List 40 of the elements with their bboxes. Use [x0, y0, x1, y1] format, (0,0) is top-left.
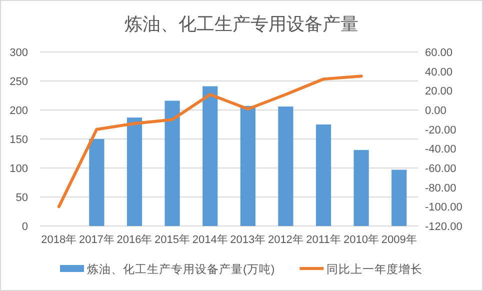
y2-tick-label: -60.00: [425, 163, 456, 175]
chart-title: 炼油、化工生产专用设备产量: [124, 14, 358, 34]
y2-tick-label: 0.00: [425, 105, 446, 117]
y2-tick-label: 60.00: [425, 47, 453, 59]
y-tick-label: 250: [10, 76, 28, 88]
y-tick-label: 0: [22, 221, 28, 233]
y2-tick-label: -20.00: [425, 124, 456, 136]
y2-tick-label: 40.00: [425, 66, 453, 78]
x-tick-label: 2010年: [344, 234, 380, 246]
x-tick-label: 2018年: [41, 234, 77, 246]
y2-tick-label: -40.00: [425, 144, 456, 156]
y2-tick-label: -80.00: [425, 182, 456, 194]
line-series: [57, 74, 363, 208]
x-tick-label: 2016年: [116, 234, 152, 246]
x-tick-label: 2015年: [154, 234, 190, 246]
x-tick-label: 2009年: [381, 234, 417, 246]
y2-tick-label: -120.00: [425, 221, 462, 233]
y-tick-label: 100: [10, 163, 28, 175]
legend-label: 炼油、化工生产专用设备产量(万吨): [87, 262, 275, 276]
bar: [202, 86, 218, 226]
x-tick-label: 2013年: [230, 234, 266, 246]
x-tick-label: 2017年: [78, 234, 114, 246]
legend-label: 同比上一年度增长: [326, 262, 423, 276]
y2-tick-label: 20.00: [425, 86, 453, 98]
bar: [89, 139, 104, 226]
x-tick-label: 2011年: [306, 234, 341, 246]
y-tick-label: 50: [16, 192, 28, 204]
bar: [354, 150, 369, 226]
bar: [392, 170, 407, 226]
bar: [126, 118, 142, 226]
x-tick-label: 2012年: [268, 234, 304, 246]
y-tick-label: 150: [10, 134, 28, 146]
bar: [240, 106, 256, 226]
bar: [164, 100, 180, 226]
bar: [278, 106, 294, 226]
y2-tick-label: -100.00: [425, 202, 462, 214]
y-tick-label: 300: [10, 47, 28, 59]
bar: [316, 124, 332, 226]
x-tick-label: 2014年: [192, 234, 228, 246]
y-tick-label: 200: [10, 105, 28, 117]
